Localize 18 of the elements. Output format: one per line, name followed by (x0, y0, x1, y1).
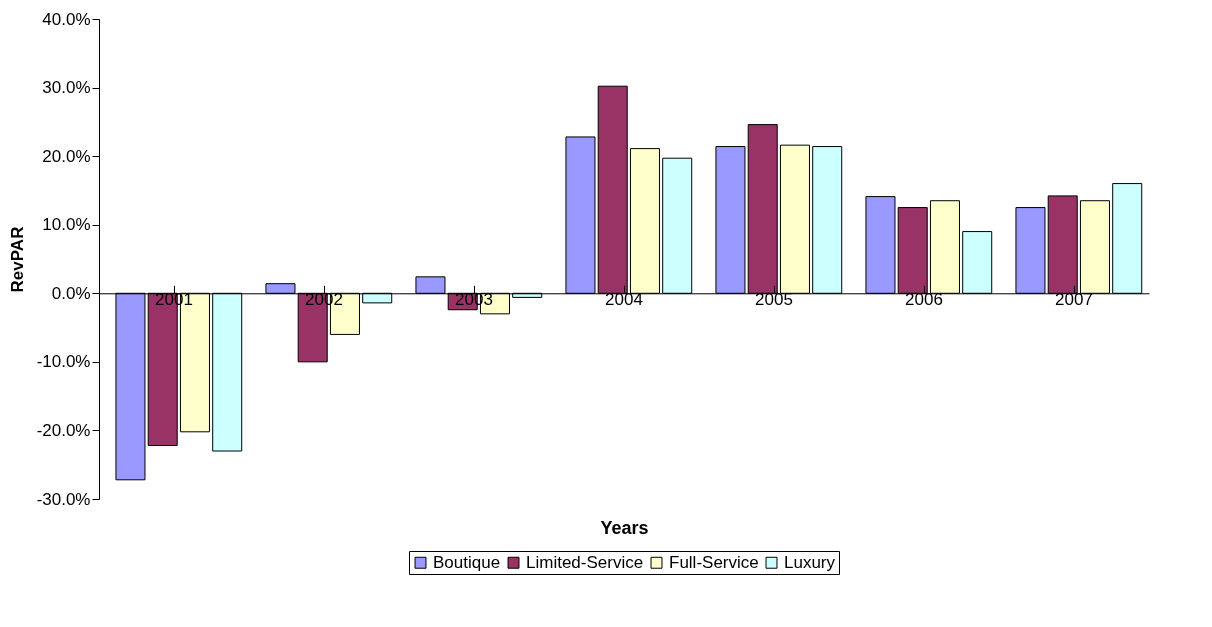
y-tick-label: -30.0% (36, 489, 91, 509)
y-tick-label: -10.0% (36, 352, 91, 372)
legend-label: Boutique (433, 552, 501, 572)
legend-label: Limited-Service (526, 552, 644, 572)
y-tick-label: -20.0% (36, 420, 91, 440)
x-tick-label: 2006 (905, 289, 943, 309)
y-tick-label: 20.0% (42, 146, 91, 166)
y-axis-title: RevPAR (7, 226, 27, 293)
x-tick-label: 2004 (605, 289, 643, 309)
x-axis-title: Years (600, 517, 649, 538)
y-tick-label: 0.0% (51, 283, 91, 303)
legend-label: Luxury (784, 552, 836, 572)
y-tick-label: 30.0% (42, 78, 91, 98)
y-tick-label: 40.0% (42, 9, 91, 29)
x-tick-label: 2005 (755, 289, 793, 309)
x-tick-label: 2007 (1055, 289, 1093, 309)
y-tick-label: 10.0% (42, 215, 91, 235)
legend-label: Full-Service (669, 552, 759, 572)
